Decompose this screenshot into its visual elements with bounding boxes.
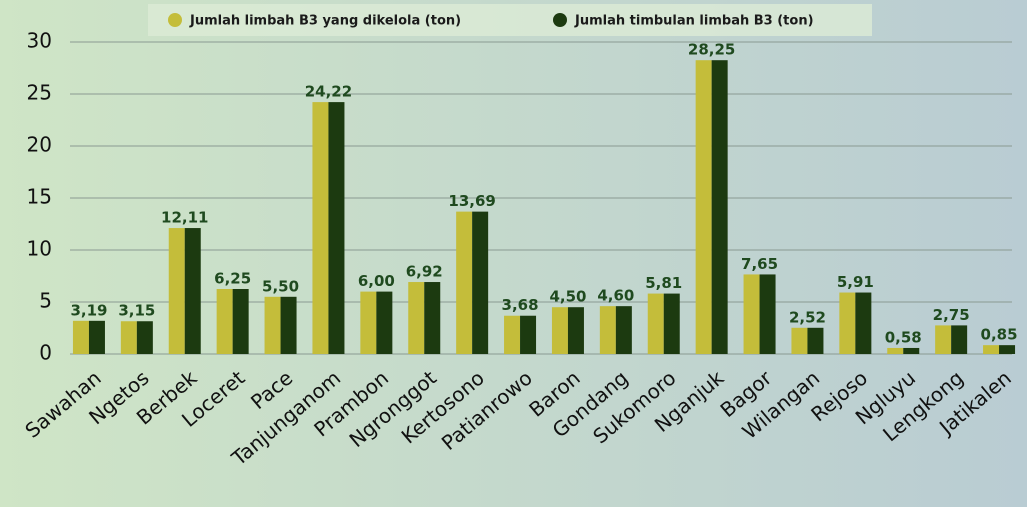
bar [504, 315, 521, 354]
bar [855, 292, 872, 354]
legend-swatch [168, 13, 182, 27]
value-label: 0,85 [981, 326, 1018, 344]
bar [647, 293, 664, 354]
bar [136, 321, 153, 354]
bar [711, 60, 728, 354]
bar [663, 293, 680, 354]
value-label: 4,60 [597, 287, 634, 305]
bar [424, 282, 441, 354]
value-label: 3,68 [502, 296, 539, 314]
value-label: 6,92 [406, 263, 443, 281]
bar [328, 102, 345, 354]
legend-label: Jumlah timbulan limbah B3 (ton) [574, 14, 814, 29]
bar [935, 325, 952, 354]
value-label: 12,11 [161, 209, 208, 227]
bar [120, 321, 137, 354]
legend-box [148, 4, 872, 36]
value-label: 28,25 [688, 41, 735, 59]
bar [999, 345, 1016, 354]
bar [360, 291, 377, 354]
bar [551, 307, 568, 354]
bar [472, 211, 489, 354]
y-tick-label: 25 [27, 81, 52, 105]
y-tick-label: 15 [27, 185, 52, 209]
value-label: 24,22 [305, 83, 352, 101]
bar [520, 315, 537, 354]
y-tick-label: 10 [27, 237, 52, 261]
bar [232, 289, 249, 354]
value-label: 3,19 [70, 301, 107, 319]
bar [376, 291, 393, 354]
bar [903, 347, 920, 354]
y-tick-label: 30 [27, 29, 52, 53]
bar [280, 296, 297, 354]
bar [168, 228, 185, 354]
bar [695, 60, 712, 354]
legend-swatch [553, 13, 567, 27]
value-label: 6,25 [214, 270, 251, 288]
bar [759, 274, 776, 354]
bar [743, 274, 760, 354]
bar [839, 292, 856, 354]
bar [615, 306, 632, 354]
value-label: 5,50 [262, 277, 299, 295]
bar [264, 296, 281, 354]
bar [599, 306, 616, 354]
value-label: 2,75 [933, 306, 970, 324]
bar [88, 320, 105, 354]
value-label: 6,00 [358, 272, 395, 290]
bar [408, 282, 425, 354]
value-label: 4,50 [549, 288, 586, 306]
y-tick-label: 5 [39, 289, 52, 313]
bar [983, 345, 1000, 354]
bar [807, 327, 824, 354]
bar [216, 289, 233, 354]
value-label: 0,58 [885, 328, 922, 346]
bar [184, 228, 201, 354]
legend-label: Jumlah limbah B3 yang dikelola (ton) [189, 14, 461, 29]
y-tick-label: 0 [39, 341, 52, 365]
bar [951, 325, 968, 354]
bar [887, 347, 904, 354]
y-tick-label: 20 [27, 133, 52, 157]
bar [567, 307, 584, 354]
value-label: 2,52 [789, 308, 826, 326]
value-label: 5,81 [645, 274, 682, 292]
bar [791, 327, 808, 354]
value-label: 3,15 [118, 302, 155, 320]
bar [72, 320, 89, 354]
value-label: 13,69 [448, 192, 495, 210]
bar [456, 211, 473, 354]
value-label: 7,65 [741, 255, 778, 273]
value-label: 5,91 [837, 273, 874, 291]
bar [312, 102, 329, 354]
